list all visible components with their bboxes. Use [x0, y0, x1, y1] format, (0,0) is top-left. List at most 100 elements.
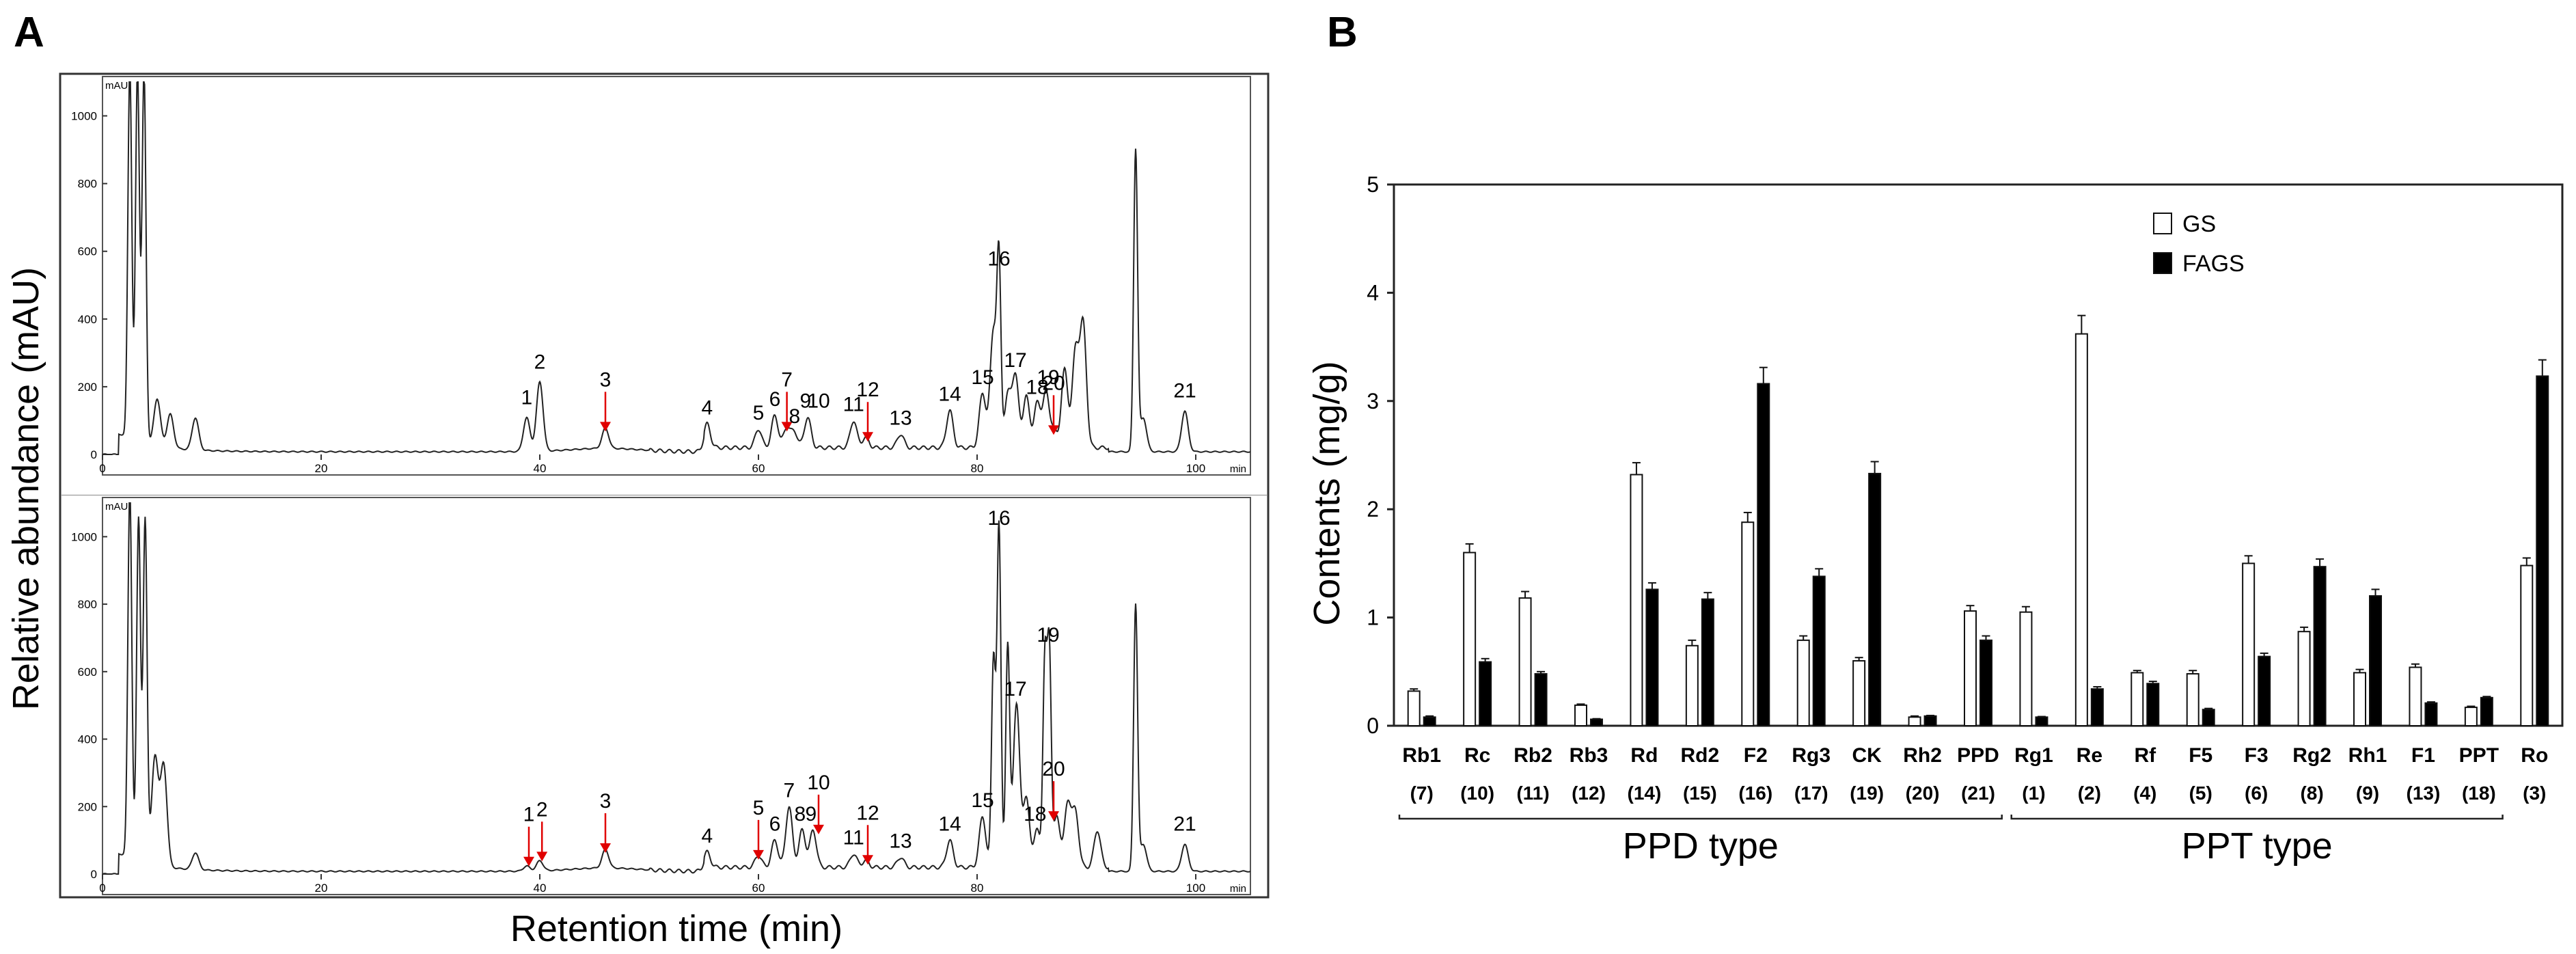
chromatogram-unit-label-min: min: [1230, 463, 1246, 475]
category-peak-number-F1: (13): [2407, 782, 2441, 804]
peak-label-17: 17: [1004, 678, 1026, 700]
category-label-F5: F5: [2189, 744, 2212, 767]
category-label-Rg1: Rg1: [2014, 744, 2053, 767]
bar-fags-Rf: [2146, 683, 2160, 726]
chromatogram-x-tick-label: 40: [534, 462, 547, 475]
group-label: PPT type: [2182, 826, 2333, 867]
category-peak-number-Rb1: (7): [1410, 782, 1434, 804]
peak-label-8: 8: [789, 405, 800, 428]
category-peak-number-Ro: (3): [2523, 782, 2546, 804]
peak-label-5: 5: [753, 797, 765, 819]
bar-fags-PPD: [1979, 639, 1992, 727]
category-peak-number-Rg1: (1): [2022, 782, 2045, 804]
bar-fags-Rc: [1479, 661, 1492, 727]
bar-fags-F3: [2258, 655, 2271, 727]
ginsenoside-bar-chart: 0 1 2 3 4 5 GS FAGS Rb1 (7) Rc (10) Rb2 (11) Rb3 (12)…: [1306, 172, 2564, 867]
peak-arrowhead-1: [523, 856, 534, 867]
chromatogram-unit-label-mau: mAU: [105, 501, 128, 513]
bar-fags-Rd: [1645, 588, 1659, 727]
peak-label-9: 9: [805, 803, 817, 826]
bar-gs-F3: [2242, 562, 2256, 727]
bar-gs-Rg3: [1796, 639, 1810, 727]
chromatogram-x-tick-label: 20: [315, 462, 328, 475]
peak-label-7: 7: [783, 779, 795, 802]
bar-fags-F1: [2424, 702, 2438, 726]
bar-gs-Rh1: [2353, 672, 2366, 726]
category-peak-number-Rc: (10): [1460, 782, 1494, 804]
category-peak-number-Rd: (14): [1628, 782, 1662, 804]
chromatogram-x-tick-label: 80: [971, 462, 984, 475]
legend-swatch-gs: [2153, 213, 2172, 234]
peak-arrowhead-2: [536, 851, 548, 862]
peak-label-13: 13: [889, 830, 912, 852]
chromatogram-bottom: mAU 0 200 400 600 800 1000 0 20 40 60 80 100 min 1 2 3 4 5…: [61, 495, 1267, 895]
category-peak-number-F2: (16): [1738, 782, 1772, 804]
chromatogram-x-axis-label: Retention time (min): [510, 908, 842, 949]
bar-gs-Rh2: [1908, 716, 1921, 727]
bar-gs-Rg1: [2019, 611, 2033, 726]
peak-label-16: 16: [987, 507, 1010, 530]
chromatogram-y-tick-label: 400: [78, 313, 97, 326]
category-label-Rd: Rd: [1630, 744, 1658, 767]
bar-fags-Ro: [2536, 375, 2549, 726]
peak-arrowhead-7: [781, 422, 793, 432]
chromatogram-plot-frame: [102, 497, 1251, 895]
peak-arrowhead-20: [1048, 811, 1059, 821]
bar-fags-Rd2: [1701, 598, 1714, 726]
bar-y-tick-label: 0: [1367, 713, 1379, 738]
peak-label-14: 14: [938, 813, 961, 836]
bar-y-tick-label: 5: [1367, 172, 1379, 197]
peak-arrowhead-12: [862, 855, 873, 865]
category-label-F3: F3: [2245, 744, 2269, 767]
category-label-Rh1: Rh1: [2348, 744, 2387, 767]
bar-chart-categories: Rb1 (7) Rc (10) Rb2 (11) Rb3 (12) Rd (14) Rd2 (15) F…: [1398, 744, 2548, 867]
bar-fags-F2: [1757, 383, 1770, 726]
group-bracket: [1398, 815, 2003, 820]
bar-y-tick-label: 3: [1367, 389, 1379, 413]
peak-arrowhead-3: [600, 422, 611, 432]
chromatogram-x-tick-label: 100: [1186, 462, 1205, 475]
category-peak-number-CK: (19): [1850, 782, 1884, 804]
bar-y-tick-label: 1: [1367, 605, 1379, 630]
category-peak-number-Rb2: (11): [1516, 782, 1549, 804]
peak-arrowhead-5: [753, 849, 764, 860]
legend-label-fags: FAGS: [2182, 251, 2245, 277]
legend-label-gs: GS: [2182, 211, 2216, 237]
category-peak-number-Re: (2): [2078, 782, 2101, 804]
peak-label-9: 9: [799, 390, 811, 413]
peak-label-15: 15: [971, 366, 994, 389]
peak-arrowhead-10: [813, 824, 824, 834]
chromatogram-y-tick-label: 1000: [71, 110, 97, 123]
chromatogram-y-tick-label: 600: [78, 666, 97, 679]
peak-label-17: 17: [1004, 349, 1026, 372]
peak-label-10: 10: [807, 772, 830, 794]
panel-label-a: A: [14, 9, 44, 56]
bar-gs-CK: [1852, 659, 1866, 727]
peak-label-5: 5: [753, 402, 765, 424]
bar-gs-PPD: [1964, 610, 1977, 727]
chromatogram-y-tick-label: 800: [78, 598, 97, 611]
bar-gs-F2: [1741, 521, 1755, 726]
bar-y-tick-label: 2: [1367, 497, 1379, 521]
chromatogram-unit-label-min: min: [1230, 883, 1246, 895]
bar-gs-Rb2: [1518, 597, 1532, 727]
category-peak-number-Rb3: (12): [1572, 782, 1606, 804]
bar-gs-Rb3: [1574, 704, 1587, 727]
bar-gs-F5: [2186, 672, 2200, 727]
peak-label-4: 4: [701, 396, 713, 419]
chromatogram-x-tick-label: 60: [752, 462, 765, 475]
peak-label-6: 6: [769, 388, 781, 411]
chromatogram-y-tick-label: 1000: [71, 530, 97, 543]
chromatogram-trace: [102, 502, 1251, 875]
bar-gs-Rb1: [1407, 690, 1421, 727]
bar-gs-PPT: [2464, 707, 2478, 727]
bar-fags-Rh2: [1923, 715, 1937, 727]
chromatogram-y-tick-label: 200: [78, 381, 97, 394]
category-label-Rb2: Rb2: [1513, 744, 1552, 767]
chromatogram-outer-frame: [59, 72, 1270, 899]
bar-gs-Rc: [1463, 551, 1477, 726]
bar-fags-CK: [1868, 472, 1882, 726]
peak-label-14: 14: [938, 383, 961, 406]
category-label-F1: F1: [2411, 744, 2435, 767]
bar-chart-axes: 0 1 2 3 4 5: [1367, 172, 2564, 738]
